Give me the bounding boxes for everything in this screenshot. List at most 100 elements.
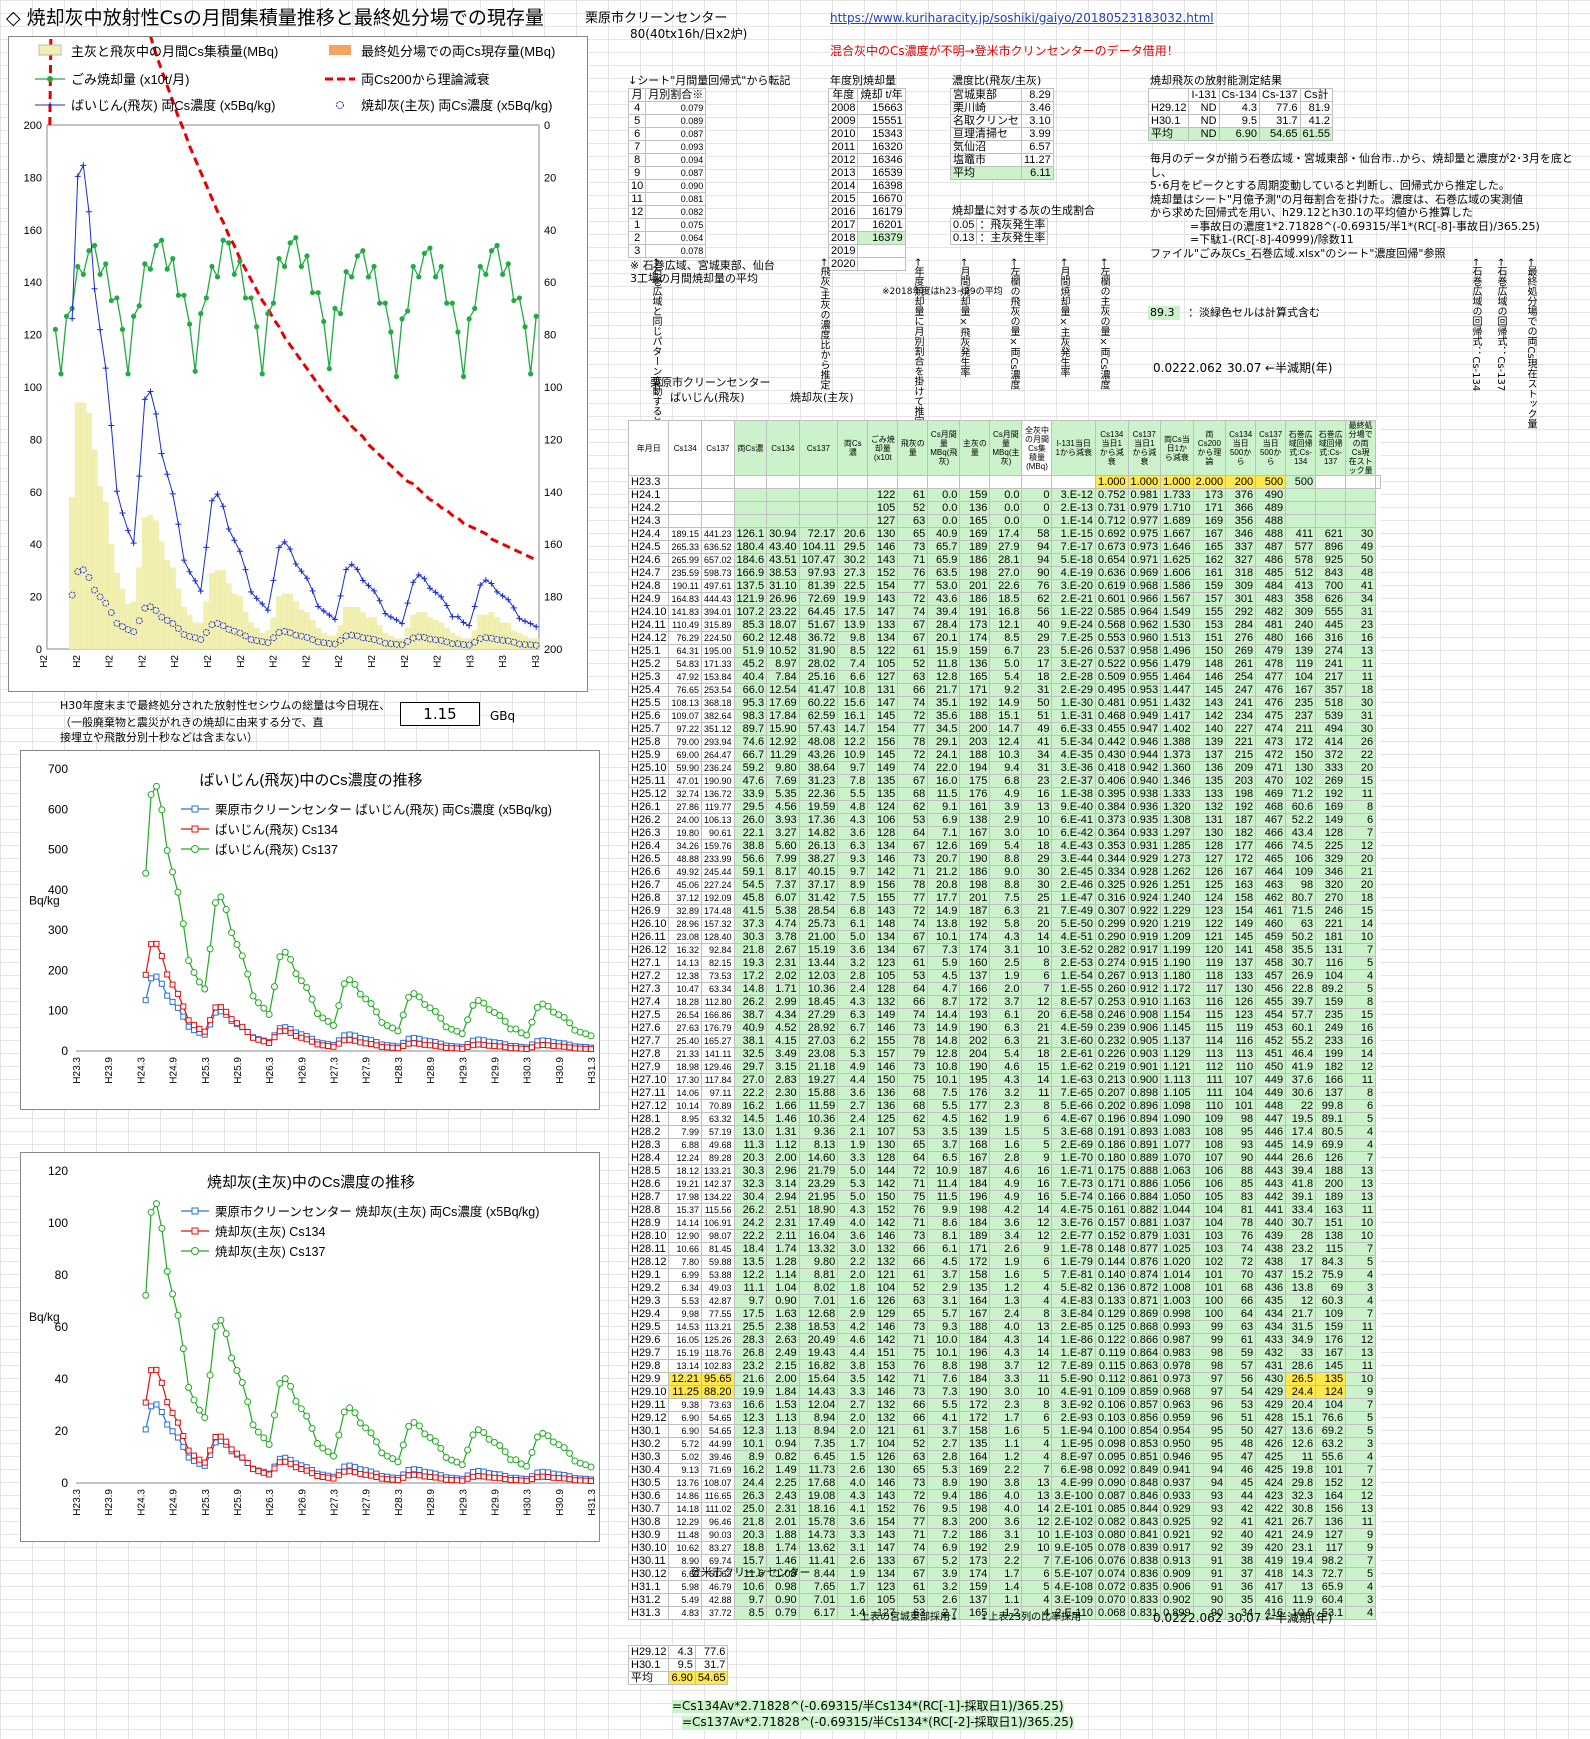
series-point — [512, 1025, 520, 1033]
table-cell: 94 — [1021, 553, 1053, 567]
table-cell: 0.076 — [1095, 1554, 1129, 1568]
source-link[interactable]: https://www.kuriharacity.jp/soshiki/gaiy… — [830, 11, 1214, 25]
series-point — [153, 940, 160, 947]
bar-monthly — [214, 570, 221, 650]
table-cell: 7.69 — [766, 774, 800, 788]
series-point — [416, 1040, 423, 1047]
table-cell: 16 — [1021, 1177, 1053, 1191]
table-cell: 5.5 — [837, 787, 869, 801]
table-cell: 2.8 — [837, 969, 869, 983]
series-point — [577, 1045, 584, 1052]
y-tick-left: 200 — [24, 120, 42, 132]
series-point — [142, 1291, 150, 1299]
table-cell: 327 — [1225, 553, 1257, 567]
table-cell: 両Cs濃 — [733, 420, 768, 476]
table-cell — [1345, 514, 1377, 528]
table-cell: 184 — [959, 1333, 991, 1347]
point-fly — [326, 611, 333, 618]
table-cell: 133 — [1225, 969, 1257, 983]
table-cell: 29.7 — [733, 1060, 768, 1074]
table-cell: H30.1 — [1147, 114, 1190, 128]
table-cell: 10.1 — [927, 1346, 961, 1360]
table-row: H27.12 10.14 70.89 16.2 1.66 11.59 2.7 136 68 5.5… — [627, 1099, 1381, 1113]
series-point — [319, 1473, 326, 1480]
table-cell: 172 — [959, 1398, 991, 1412]
table-row: H26.12 16.32 92.84 21.8 2.67 15.19 3.6 134 67 7.3… — [627, 943, 1381, 957]
table-cell: 63 — [1225, 1320, 1257, 1334]
table-cell: 76.65 — [668, 683, 703, 697]
table-cell: 53 — [897, 969, 929, 983]
table-cell: 104 — [1192, 1216, 1227, 1230]
table-cell: 14.7 — [989, 722, 1023, 736]
table-cell: 0.915 — [1127, 956, 1162, 970]
point-fly — [264, 607, 271, 614]
table-cell: 0.119 — [1095, 1346, 1129, 1360]
table-cell: 1.6 — [989, 1424, 1023, 1438]
table-cell: 14.5 — [733, 1112, 768, 1126]
table-cell: 135 — [867, 787, 899, 801]
table-cell: H29.12 — [1147, 101, 1190, 115]
table-row: H29.8 13.14 102.83 23.2 2.15 16.82 3.8 153 76 8.8… — [627, 1359, 1381, 1373]
table-cell: H27.3 — [627, 982, 670, 996]
table-cell: 1.5 — [989, 1125, 1023, 1139]
table-cell: 71 — [897, 1177, 929, 1191]
table-cell: 443 — [1255, 1177, 1287, 1191]
table-cell: 4 — [1345, 1580, 1377, 1594]
table-cell: 71 — [897, 553, 929, 567]
table-cell: 4.5 — [927, 1255, 961, 1269]
table-cell: 37 — [1225, 1567, 1257, 1581]
table-cell: 0.947 — [1127, 722, 1162, 736]
table-cell: 118.76 — [701, 1346, 735, 1360]
table-cell: 2.94 — [766, 1190, 800, 1204]
series-point — [544, 1002, 552, 1010]
table-cell: 145 — [867, 709, 899, 723]
table-cell: 14.3 — [1285, 1567, 1317, 1581]
table-cell: 1.402 — [1160, 722, 1194, 736]
table-row: H29.12 6.90 54.65 12.3 1.13 8.94 2.0 132 66 4.1 17… — [627, 1411, 1381, 1425]
table-cell: 45 — [1225, 1476, 1257, 1490]
point-fly — [449, 613, 456, 620]
table-cell: 146 — [1192, 670, 1227, 684]
series-point — [233, 940, 241, 948]
table-cell: 132 — [1192, 800, 1227, 814]
point-fly — [359, 577, 366, 584]
table-cell: 2.6 — [989, 1242, 1023, 1256]
table-cell: 3.15 — [766, 1060, 800, 1074]
table-row: H29.6 16.05 125.26 28.3 2.63 20.49 4.6 142 71 10.… — [627, 1333, 1381, 1347]
table-cell: H25.4 — [627, 683, 670, 697]
table-cell: 72.7 — [1315, 1567, 1347, 1581]
table-cell: 11.5 — [927, 787, 961, 801]
table-cell: 146 — [867, 852, 899, 866]
bottom-table: H29.12 4.3 77.6 H30.1 9.5 31.7 平均 6.90 54.65 — [627, 1645, 729, 1685]
chart-title: 焼却灰(主灰)中のCs濃度の推移 — [207, 1174, 415, 1191]
table-cell: 0.79 — [766, 1606, 800, 1620]
table-cell: 30.94 — [766, 527, 800, 541]
table-cell: 135 — [1192, 774, 1227, 788]
table-cell: 112.80 — [701, 995, 735, 1009]
table-cell: 0.316 — [1095, 891, 1129, 905]
series-point — [426, 1434, 434, 1442]
table-cell: 177 — [959, 1099, 991, 1113]
y-tick-right: 140 — [544, 487, 562, 499]
table-cell: 52 — [897, 1437, 929, 1451]
table-cell: 50 — [1345, 553, 1377, 567]
table-cell: 2008 — [827, 101, 859, 115]
table-cell: 481 — [1255, 618, 1287, 632]
table-cell: H24.4 — [627, 527, 670, 541]
table-cell: 134 — [867, 631, 899, 645]
x-tick: H24.9 — [169, 1489, 180, 1516]
table-cell: 2.E-77 — [1051, 1229, 1097, 1243]
point-fly — [365, 582, 372, 589]
table-cell: 137 — [959, 1593, 991, 1607]
table-cell: 461 — [1255, 904, 1287, 918]
table-cell: 38.27 — [798, 852, 839, 866]
series-point — [201, 985, 209, 993]
table-cell: H25.8 — [627, 735, 670, 749]
table-cell: H26.2 — [627, 813, 670, 827]
table-cell: 107.2 — [733, 605, 768, 619]
table-cell: 14.9 — [927, 1021, 961, 1035]
table-cell: 63 — [897, 1606, 929, 1620]
table-cell: 16 — [1345, 1034, 1377, 1048]
series-point — [432, 1042, 439, 1049]
table-cell: 2.E-53 — [1051, 956, 1097, 970]
